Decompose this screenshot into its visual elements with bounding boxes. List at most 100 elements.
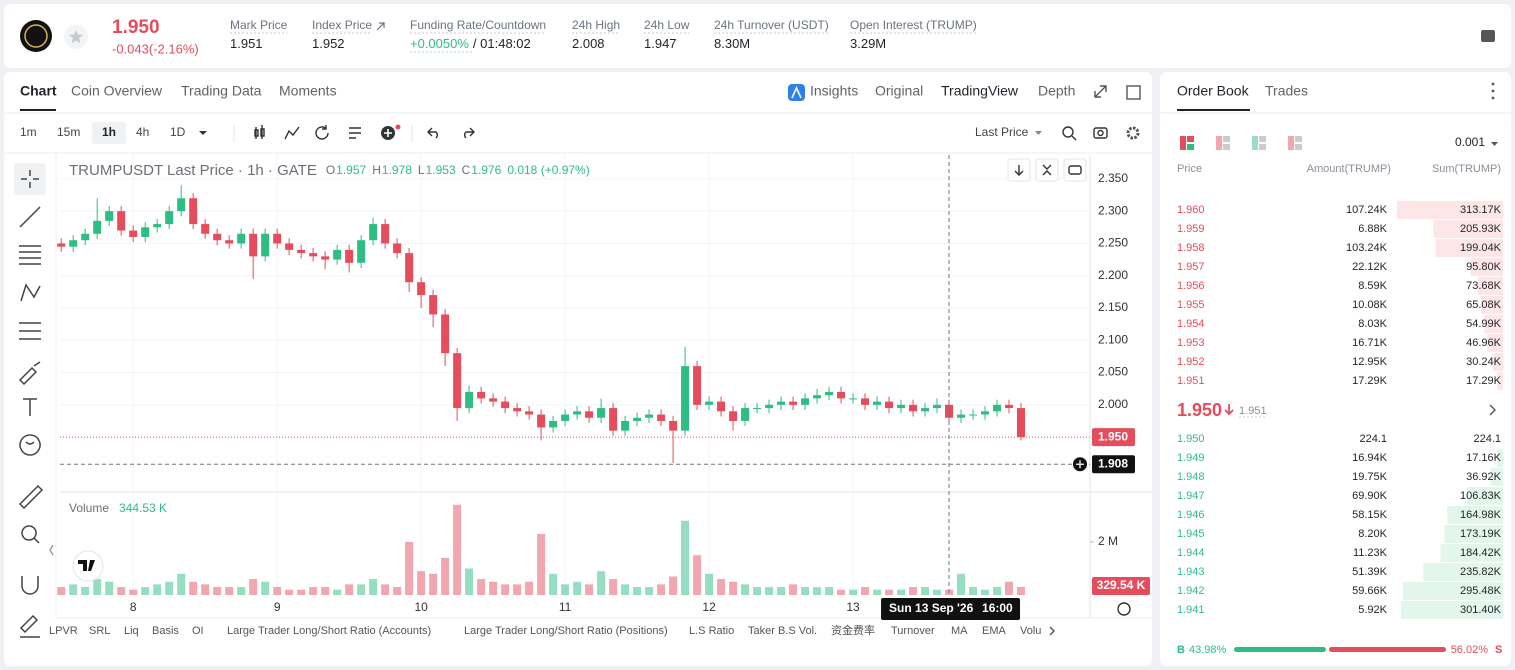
candle-body xyxy=(909,404,918,412)
drawing-tool[interactable] xyxy=(21,525,40,544)
tab[interactable]: Trading Data xyxy=(181,83,262,99)
indicator-tab[interactable]: Liq xyxy=(124,625,139,637)
chart-action-button[interactable] xyxy=(1063,158,1087,182)
interval[interactable]: 1h xyxy=(102,125,116,139)
drawing-tool[interactable] xyxy=(19,206,41,228)
indicator-tab[interactable]: Turnover xyxy=(891,625,935,637)
candle-body xyxy=(261,233,270,257)
volume-bar xyxy=(1017,587,1026,595)
chart-action-button[interactable] xyxy=(1035,158,1059,182)
drawing-tool[interactable] xyxy=(19,322,41,340)
book-sum: 17.29K xyxy=(1466,375,1502,387)
interval[interactable]: 4h xyxy=(136,125,149,139)
indicator-tab[interactable]: SRL xyxy=(89,625,110,637)
volume-bar xyxy=(753,587,762,595)
stat-value-text: 1.952 xyxy=(312,36,345,51)
view-tab[interactable]: TradingView xyxy=(941,83,1019,99)
header-icon[interactable] xyxy=(1481,30,1495,42)
view-tab[interactable]: Depth xyxy=(1038,83,1075,99)
drawing-tool[interactable] xyxy=(19,614,40,638)
volume-bar xyxy=(501,584,510,595)
interval[interactable]: 1m xyxy=(20,125,37,139)
indicators-next[interactable] xyxy=(1049,626,1055,636)
candle-body xyxy=(165,211,174,225)
more-button-dot[interactable] xyxy=(1491,89,1495,93)
drawing-tool[interactable] xyxy=(18,361,41,386)
last-price: 1.950 xyxy=(112,17,160,38)
drawing-tool[interactable] xyxy=(21,576,39,595)
ratio-sell-key: S xyxy=(1495,644,1502,656)
indicator-tab[interactable]: Basis xyxy=(152,625,179,637)
indicator-tab[interactable]: Volu xyxy=(1020,625,1041,637)
indicator-tab[interactable]: OI xyxy=(192,625,204,637)
interval[interactable]: 1D xyxy=(170,125,186,139)
indicator-tab[interactable]: Large Trader Long/Short Ratio (Positions… xyxy=(464,625,668,637)
more-button-dot[interactable] xyxy=(1491,96,1495,100)
book-price: 1.947 xyxy=(1177,490,1205,502)
book-layout-button[interactable] xyxy=(1288,136,1294,150)
screenshot-button[interactable] xyxy=(1093,127,1108,139)
book-amount: 22.12K xyxy=(1352,261,1388,273)
price-type[interactable]: Last Price xyxy=(975,125,1029,139)
indicator-tab[interactable]: L.S Ratio xyxy=(689,625,734,637)
interval-caret[interactable] xyxy=(199,131,207,135)
candle-body xyxy=(549,420,558,428)
settings-button[interactable] xyxy=(1126,126,1140,140)
book-amount: 103.24K xyxy=(1346,242,1388,254)
drawing-tool[interactable] xyxy=(23,398,37,416)
view-tab[interactable]: Original xyxy=(875,83,923,99)
candle-body xyxy=(333,249,342,260)
drawing-tool[interactable] xyxy=(21,170,39,188)
candle-body xyxy=(273,233,282,244)
candle-body xyxy=(585,411,594,418)
indicator-tab[interactable]: Large Trader Long/Short Ratio (Accounts) xyxy=(227,625,431,637)
precision[interactable]: 0.001 xyxy=(1455,135,1485,149)
stat-value-text: 8.30M xyxy=(714,36,750,51)
expand-button[interactable] xyxy=(1094,85,1107,98)
volume-bar xyxy=(237,587,246,595)
volume-bar xyxy=(153,584,162,595)
tab[interactable]: Coin Overview xyxy=(71,83,163,99)
drawing-tool[interactable] xyxy=(20,283,41,302)
x-tick-label: 9 xyxy=(274,600,281,614)
redo-button[interactable] xyxy=(464,127,475,139)
more-button-dot[interactable] xyxy=(1491,82,1495,86)
indicator-tab[interactable]: Taker B.S Vol. xyxy=(748,625,817,637)
candle-body xyxy=(657,414,666,421)
book-price: 1.956 xyxy=(1177,280,1205,292)
drawing-tool[interactable] xyxy=(19,434,41,456)
candle-type-button[interactable] xyxy=(254,125,265,139)
indicators-button[interactable] xyxy=(284,126,300,140)
book-layout-button[interactable] xyxy=(1216,136,1222,150)
drawing-tool[interactable] xyxy=(19,245,41,265)
tab[interactable]: Moments xyxy=(279,83,337,99)
axis-settings[interactable] xyxy=(1117,602,1131,616)
orderbook-tab[interactable]: Trades xyxy=(1265,83,1308,99)
indicator-tab[interactable]: 资金费率 xyxy=(831,623,875,637)
templates-button[interactable] xyxy=(349,127,361,139)
indicator-tab[interactable]: EMA xyxy=(982,625,1007,637)
legend-key: O xyxy=(326,163,335,177)
view-tab[interactable]: Insights xyxy=(810,83,858,99)
candle-body xyxy=(477,391,486,399)
book-layout-button[interactable] xyxy=(1252,136,1258,150)
candle-body xyxy=(213,233,222,241)
candle-body xyxy=(357,240,366,263)
stat-value-text: 2.008 xyxy=(572,36,605,51)
book-layout-button[interactable] xyxy=(1180,136,1186,150)
orderbook-tab[interactable]: Order Book xyxy=(1177,83,1250,99)
collapse-sidebar[interactable] xyxy=(49,544,54,556)
undo-button[interactable] xyxy=(427,127,438,139)
window-button[interactable] xyxy=(1126,85,1141,100)
search-button[interactable] xyxy=(1062,126,1074,138)
tab[interactable]: Chart xyxy=(20,83,57,99)
indicator-tab[interactable]: LPVR xyxy=(49,625,78,637)
replay-button[interactable] xyxy=(315,125,329,140)
drawing-tool[interactable] xyxy=(18,484,44,510)
volume-bar xyxy=(525,581,534,595)
volume-last-badge xyxy=(1092,577,1150,595)
book-sum: 295.48K xyxy=(1460,585,1502,597)
indicator-tab[interactable]: MA xyxy=(951,625,968,637)
more-book[interactable] xyxy=(1489,404,1496,416)
interval[interactable]: 15m xyxy=(57,125,80,139)
